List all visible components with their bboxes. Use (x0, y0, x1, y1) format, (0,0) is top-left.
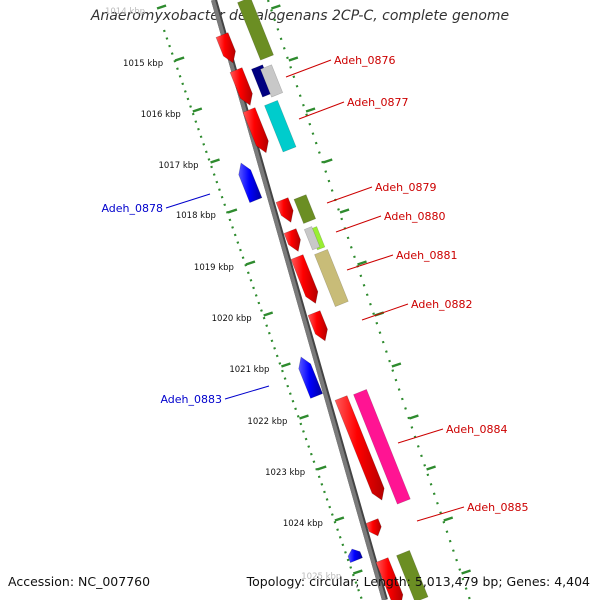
scale-tick (210, 158, 220, 164)
scale-tick-outer (339, 208, 350, 214)
scale-tick-outer (409, 414, 419, 420)
scale-label: 1019 kbp (194, 263, 234, 273)
reverse-cds-arrow (238, 162, 263, 203)
gene-labels: Adeh_0876 Adeh_0877 Adeh_0879 Adeh_0880 Adeh… (101, 54, 529, 522)
scale-tick-outer (461, 569, 471, 575)
scale-tick (156, 4, 167, 10)
scale-label: 1017 kbp (158, 161, 198, 171)
reverse-cds-arrow (347, 548, 363, 563)
scale-tick (227, 208, 238, 214)
scale-label: 1015 kbp (123, 59, 163, 69)
gene-label: Adeh_0884 (446, 423, 508, 436)
cog-track (237, 0, 429, 600)
map-title: Anaeromyxobacter dehalogenans 2CP-C, com… (90, 8, 510, 24)
gene-leader-line (346, 254, 394, 271)
gene-label: Adeh_0876 (334, 54, 396, 67)
scale-tick (352, 569, 363, 575)
gene-label: Adeh_0885 (467, 501, 529, 514)
gene-leader-line (298, 101, 345, 120)
scale-tick (245, 260, 256, 266)
genome-summary-text: Topology: circular; Length: 5,013,479 bp… (246, 574, 590, 589)
scale-ruler: 1014 kbp 1015 kbp 1016 kbp 1017 kbp 1018 kbp… (105, 0, 472, 600)
gene-label: Adeh_0877 (347, 96, 409, 109)
forward-cds-arrow (275, 197, 294, 223)
scale-label: 1021 kbp (229, 365, 269, 375)
gene-leader-line (361, 303, 409, 321)
accession-text: Accession: NC_007760 (8, 574, 151, 589)
cog-band (293, 194, 317, 224)
cog-band (303, 226, 321, 251)
gene-leader-line (224, 385, 270, 400)
backbone-line (211, 0, 386, 600)
forward-cds-arrow (307, 310, 328, 342)
scale-tick (334, 516, 345, 522)
reverse-cds-arrow (298, 356, 323, 399)
forward-cds-arrow (290, 254, 319, 304)
gene-label: Adeh_0882 (411, 298, 473, 311)
scale-label: 1022 kbp (247, 417, 287, 427)
gene-leader-line (326, 186, 373, 204)
gene-leader-line (335, 215, 382, 233)
scale-tick-outer (305, 107, 316, 113)
gene-leader-line (397, 428, 444, 444)
gene-label: Adeh_0879 (375, 181, 437, 194)
cog-band (260, 64, 284, 98)
scale-label: 1020 kbp (212, 314, 252, 324)
scale-tick (316, 465, 327, 471)
gene-label: Adeh_0881 (396, 249, 458, 262)
forward-cds-arrow (334, 395, 385, 501)
scale-label: 1014 kbp (105, 7, 145, 17)
gene-label: Adeh_0878 (101, 202, 163, 215)
cog-band (353, 389, 411, 505)
forward-cds-arrow (283, 228, 301, 252)
gene-leader-line (165, 193, 211, 209)
cog-band (264, 100, 297, 153)
scale-label: 1016 kbp (141, 110, 181, 120)
scale-tick-outer (391, 362, 402, 368)
scale-label: 1024 kbp (283, 519, 323, 529)
scale-tick-outer (288, 56, 299, 62)
scale-tick (174, 56, 185, 62)
scale-tick (299, 414, 309, 420)
cog-band (237, 0, 274, 61)
cog-band (396, 550, 429, 600)
scale-tick-outer (426, 465, 436, 471)
forward-cds-arrow (365, 518, 382, 537)
gene-label: Adeh_0883 (160, 393, 222, 406)
forward-cds-arrow (375, 557, 404, 600)
scale-tick-outer (357, 260, 367, 266)
gene-leader-line (416, 506, 465, 522)
scale-label: 1018 kbp (176, 211, 216, 221)
scale-dotted-line (162, 29, 364, 600)
scale-tick-outer (270, 4, 281, 10)
scale-tick (263, 311, 274, 317)
gene-leader-line (285, 59, 332, 78)
scale-label: 1025 kbp (301, 572, 341, 582)
cog-band (314, 249, 349, 307)
scale-tick-outer (322, 158, 333, 164)
forward-cds-arrow (229, 67, 253, 106)
scale-tick (281, 362, 291, 368)
gene-label: Adeh_0880 (384, 210, 446, 223)
scale-tick-outer (443, 516, 454, 522)
scale-label: 1023 kbp (265, 468, 305, 478)
gene-track (215, 32, 404, 600)
forward-cds-arrow (242, 107, 269, 154)
forward-cds-arrow (215, 32, 236, 64)
scale-tick (192, 107, 203, 113)
genome-backbone (211, 0, 388, 600)
